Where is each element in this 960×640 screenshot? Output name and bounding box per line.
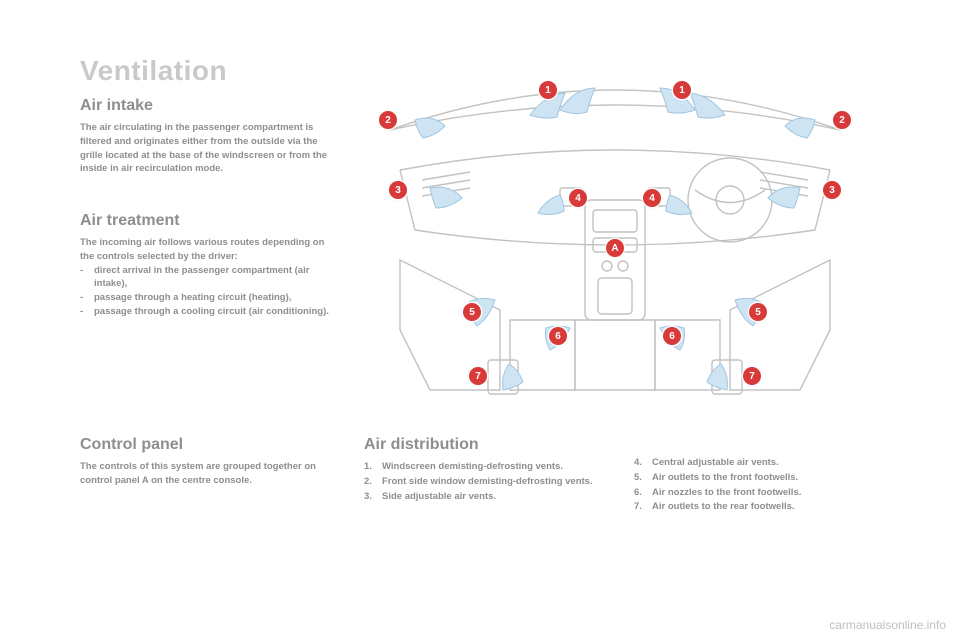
list-item: 4.Central adjustable air vents. xyxy=(634,456,880,470)
callout-badge-3: 3 xyxy=(389,181,407,199)
bottom-row: Control panel The controls of this syste… xyxy=(80,430,880,515)
body-air-intake: The air circulating in the passenger com… xyxy=(80,121,340,176)
ventilation-diagram: 1 1 2 2 3 3 4 4 A 5 5 6 6 7 7 xyxy=(360,60,870,400)
callout-badge-3: 3 xyxy=(823,181,841,199)
section-air-treatment: Air treatment The incoming air follows v… xyxy=(80,212,340,319)
list-item: 2.Front side window demisting-defrosting… xyxy=(364,475,610,489)
section-air-distribution-2: 4.Central adjustable air vents. 5.Air ou… xyxy=(634,430,880,515)
section-air-intake: Air intake The air circulating in the pa… xyxy=(80,97,340,176)
heading-air-distribution: Air distribution xyxy=(364,436,610,454)
manual-page: Ventilation Air intake The air circulati… xyxy=(0,0,960,640)
watermark: carmanualsonline.info xyxy=(829,618,946,632)
bullet-item: direct arrival in the passenger compartm… xyxy=(80,264,340,292)
callout-badge-2: 2 xyxy=(833,111,851,129)
heading-air-intake: Air intake xyxy=(80,97,340,115)
callout-badge-7: 7 xyxy=(743,367,761,385)
callout-badge-7: 7 xyxy=(469,367,487,385)
intro-air-treatment: The incoming air follows various routes … xyxy=(80,236,340,264)
bullets-air-treatment: direct arrival in the passenger compartm… xyxy=(80,264,340,319)
dashboard-illustration xyxy=(360,60,870,400)
callout-badge-4: 4 xyxy=(643,189,661,207)
section-control-panel: Control panel The controls of this syste… xyxy=(80,430,340,515)
section-air-distribution: Air distribution 1.Windscreen demisting-… xyxy=(364,430,610,515)
callout-badge-2: 2 xyxy=(379,111,397,129)
bullet-item: passage through a heating circuit (heati… xyxy=(80,291,340,305)
callout-badge-A: A xyxy=(606,239,624,257)
left-column: Ventilation Air intake The air circulati… xyxy=(80,55,340,347)
list-item: 5.Air outlets to the front footwells. xyxy=(634,471,880,485)
bullet-item: passage through a cooling circuit (air c… xyxy=(80,305,340,319)
dist-list-right: 4.Central adjustable air vents. 5.Air ou… xyxy=(634,456,880,514)
callout-badge-1: 1 xyxy=(539,81,557,99)
list-item: 1.Windscreen demisting-defrosting vents. xyxy=(364,460,610,474)
callout-badge-5: 5 xyxy=(463,303,481,321)
callout-badge-4: 4 xyxy=(569,189,587,207)
list-item: 7.Air outlets to the rear footwells. xyxy=(634,500,880,514)
callout-badge-6: 6 xyxy=(549,327,567,345)
callout-badge-5: 5 xyxy=(749,303,767,321)
page-title: Ventilation xyxy=(80,55,340,87)
heading-control-panel: Control panel xyxy=(80,436,340,454)
callout-badge-1: 1 xyxy=(673,81,691,99)
body-control-panel: The controls of this system are grouped … xyxy=(80,460,340,488)
list-item: 3.Side adjustable air vents. xyxy=(364,490,610,504)
heading-air-treatment: Air treatment xyxy=(80,212,340,230)
callout-badge-6: 6 xyxy=(663,327,681,345)
ventilation-diagram-area: 1 1 2 2 3 3 4 4 A 5 5 6 6 7 7 xyxy=(360,60,870,400)
dist-list-left: 1.Windscreen demisting-defrosting vents.… xyxy=(364,460,610,503)
list-item: 6.Air nozzles to the front footwells. xyxy=(634,486,880,500)
